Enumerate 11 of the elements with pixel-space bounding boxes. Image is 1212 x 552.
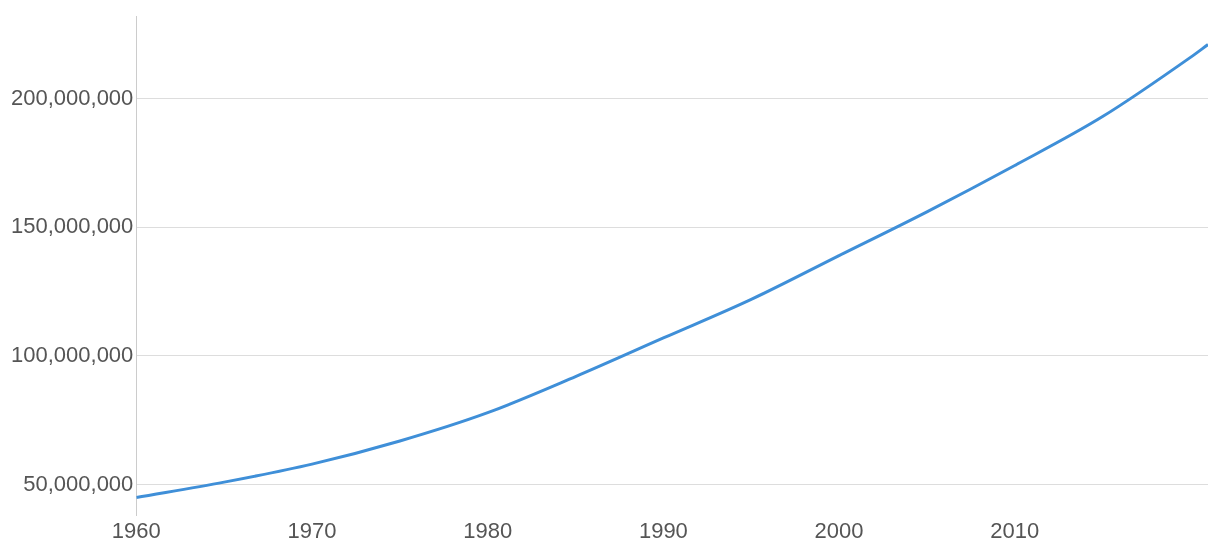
line-series [136,43,1208,500]
y-tick-label: 200,000,000 [11,84,134,110]
x-tick-label: 1980 [463,517,513,543]
y-tick-label: 50,000,000 [23,470,134,496]
x-tick-label: 1990 [638,517,688,543]
x-tick-label: 2000 [814,517,864,543]
x-tick-label: 1970 [287,517,337,543]
y-tick-label: 150,000,000 [11,213,134,239]
x-tick-label: 1960 [111,517,161,543]
x-tick-label: 2010 [990,517,1040,543]
y-tick-label: 100,000,000 [11,342,134,368]
